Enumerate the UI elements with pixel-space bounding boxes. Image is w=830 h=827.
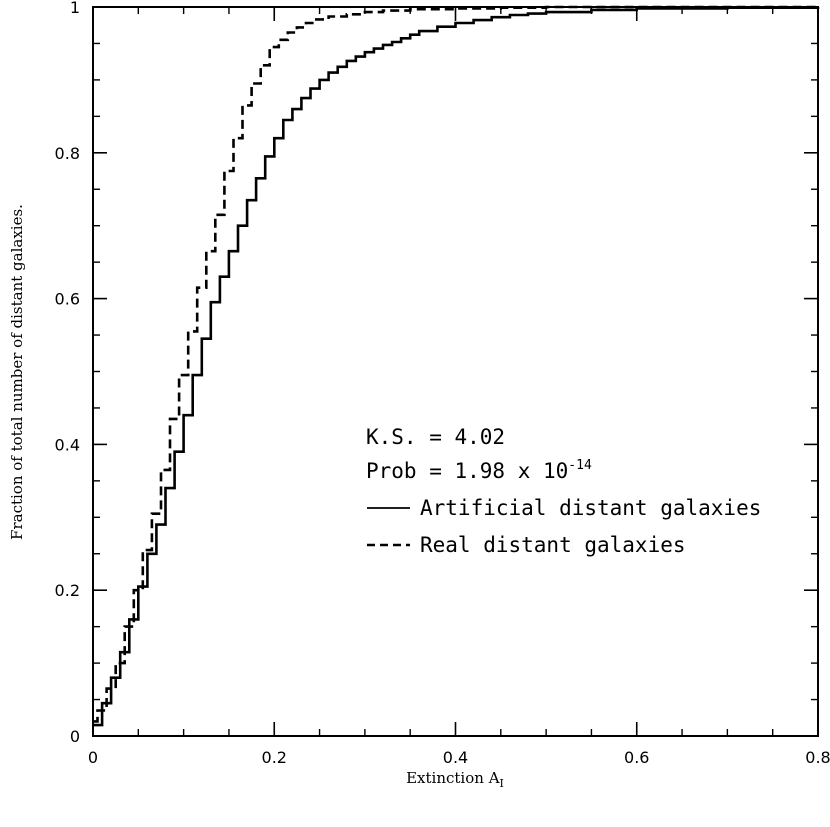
probability-prefix: Prob = 1.98 x 10 [366, 459, 568, 483]
series-layer [93, 5, 820, 727]
x-tick-label: 0.6 [624, 748, 649, 767]
x-axis-title: Extinction AI [406, 769, 504, 790]
series-line-artificial [93, 6, 820, 727]
y-tick-label: 0.2 [55, 581, 80, 600]
legend-label-artificial: Artificial distant galaxies [420, 496, 761, 520]
x-tick-label: 0.4 [443, 748, 468, 767]
x-tick-label: 0.8 [805, 748, 830, 767]
legend-label-real: Real distant galaxies [420, 533, 686, 557]
x-tick-label: 0 [88, 748, 98, 767]
x-axis-title-subscript: I [500, 777, 504, 790]
legend: Artificial distant galaxies Real distant… [367, 496, 761, 557]
x-tick-label: 0.2 [262, 748, 287, 767]
y-tick-label: 0.6 [55, 290, 80, 309]
y-tick-label: 0.8 [55, 144, 80, 163]
probability-text: Prob = 1.98 x 10-14 [366, 458, 592, 483]
y-axis-title: Fraction of total number of distant gala… [8, 204, 26, 540]
tick-labels: 0 0.2 0.4 0.6 0.8 0 0.2 0.4 0.6 0.8 1 [55, 0, 830, 767]
y-tick-label: 0 [70, 727, 80, 746]
probability-exponent: -14 [568, 458, 592, 473]
y-tick-label: 1 [70, 0, 80, 17]
y-tick-label: 0.4 [55, 435, 80, 454]
x-axis-title-main: Extinction A [406, 769, 500, 787]
ks-statistic: K.S. = 4.02 [366, 425, 505, 449]
